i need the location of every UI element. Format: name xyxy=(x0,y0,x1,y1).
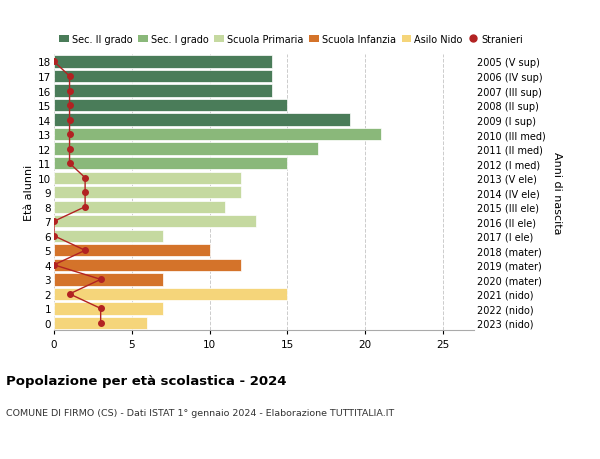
Bar xyxy=(54,317,148,330)
Text: COMUNE DI FIRMO (CS) - Dati ISTAT 1° gennaio 2024 - Elaborazione TUTTITALIA.IT: COMUNE DI FIRMO (CS) - Dati ISTAT 1° gen… xyxy=(6,409,394,418)
Bar xyxy=(54,245,209,257)
Y-axis label: Età alunni: Età alunni xyxy=(24,165,34,221)
Bar xyxy=(54,100,287,112)
Bar xyxy=(54,216,256,228)
Bar xyxy=(54,274,163,286)
Bar xyxy=(54,302,163,315)
Bar xyxy=(54,172,241,185)
Bar xyxy=(54,201,225,213)
Bar xyxy=(54,259,241,271)
Y-axis label: Anni di nascita: Anni di nascita xyxy=(552,151,562,234)
Bar xyxy=(54,157,287,170)
Bar xyxy=(54,85,272,97)
Bar xyxy=(54,230,163,242)
Bar xyxy=(54,114,350,127)
Bar xyxy=(54,187,241,199)
Bar xyxy=(54,288,287,300)
Bar xyxy=(54,143,319,156)
Bar xyxy=(54,71,272,83)
Bar xyxy=(54,129,380,141)
Bar xyxy=(54,56,272,68)
Legend: Sec. II grado, Sec. I grado, Scuola Primaria, Scuola Infanzia, Asilo Nido, Stran: Sec. II grado, Sec. I grado, Scuola Prim… xyxy=(59,35,523,45)
Text: Popolazione per età scolastica - 2024: Popolazione per età scolastica - 2024 xyxy=(6,374,287,387)
